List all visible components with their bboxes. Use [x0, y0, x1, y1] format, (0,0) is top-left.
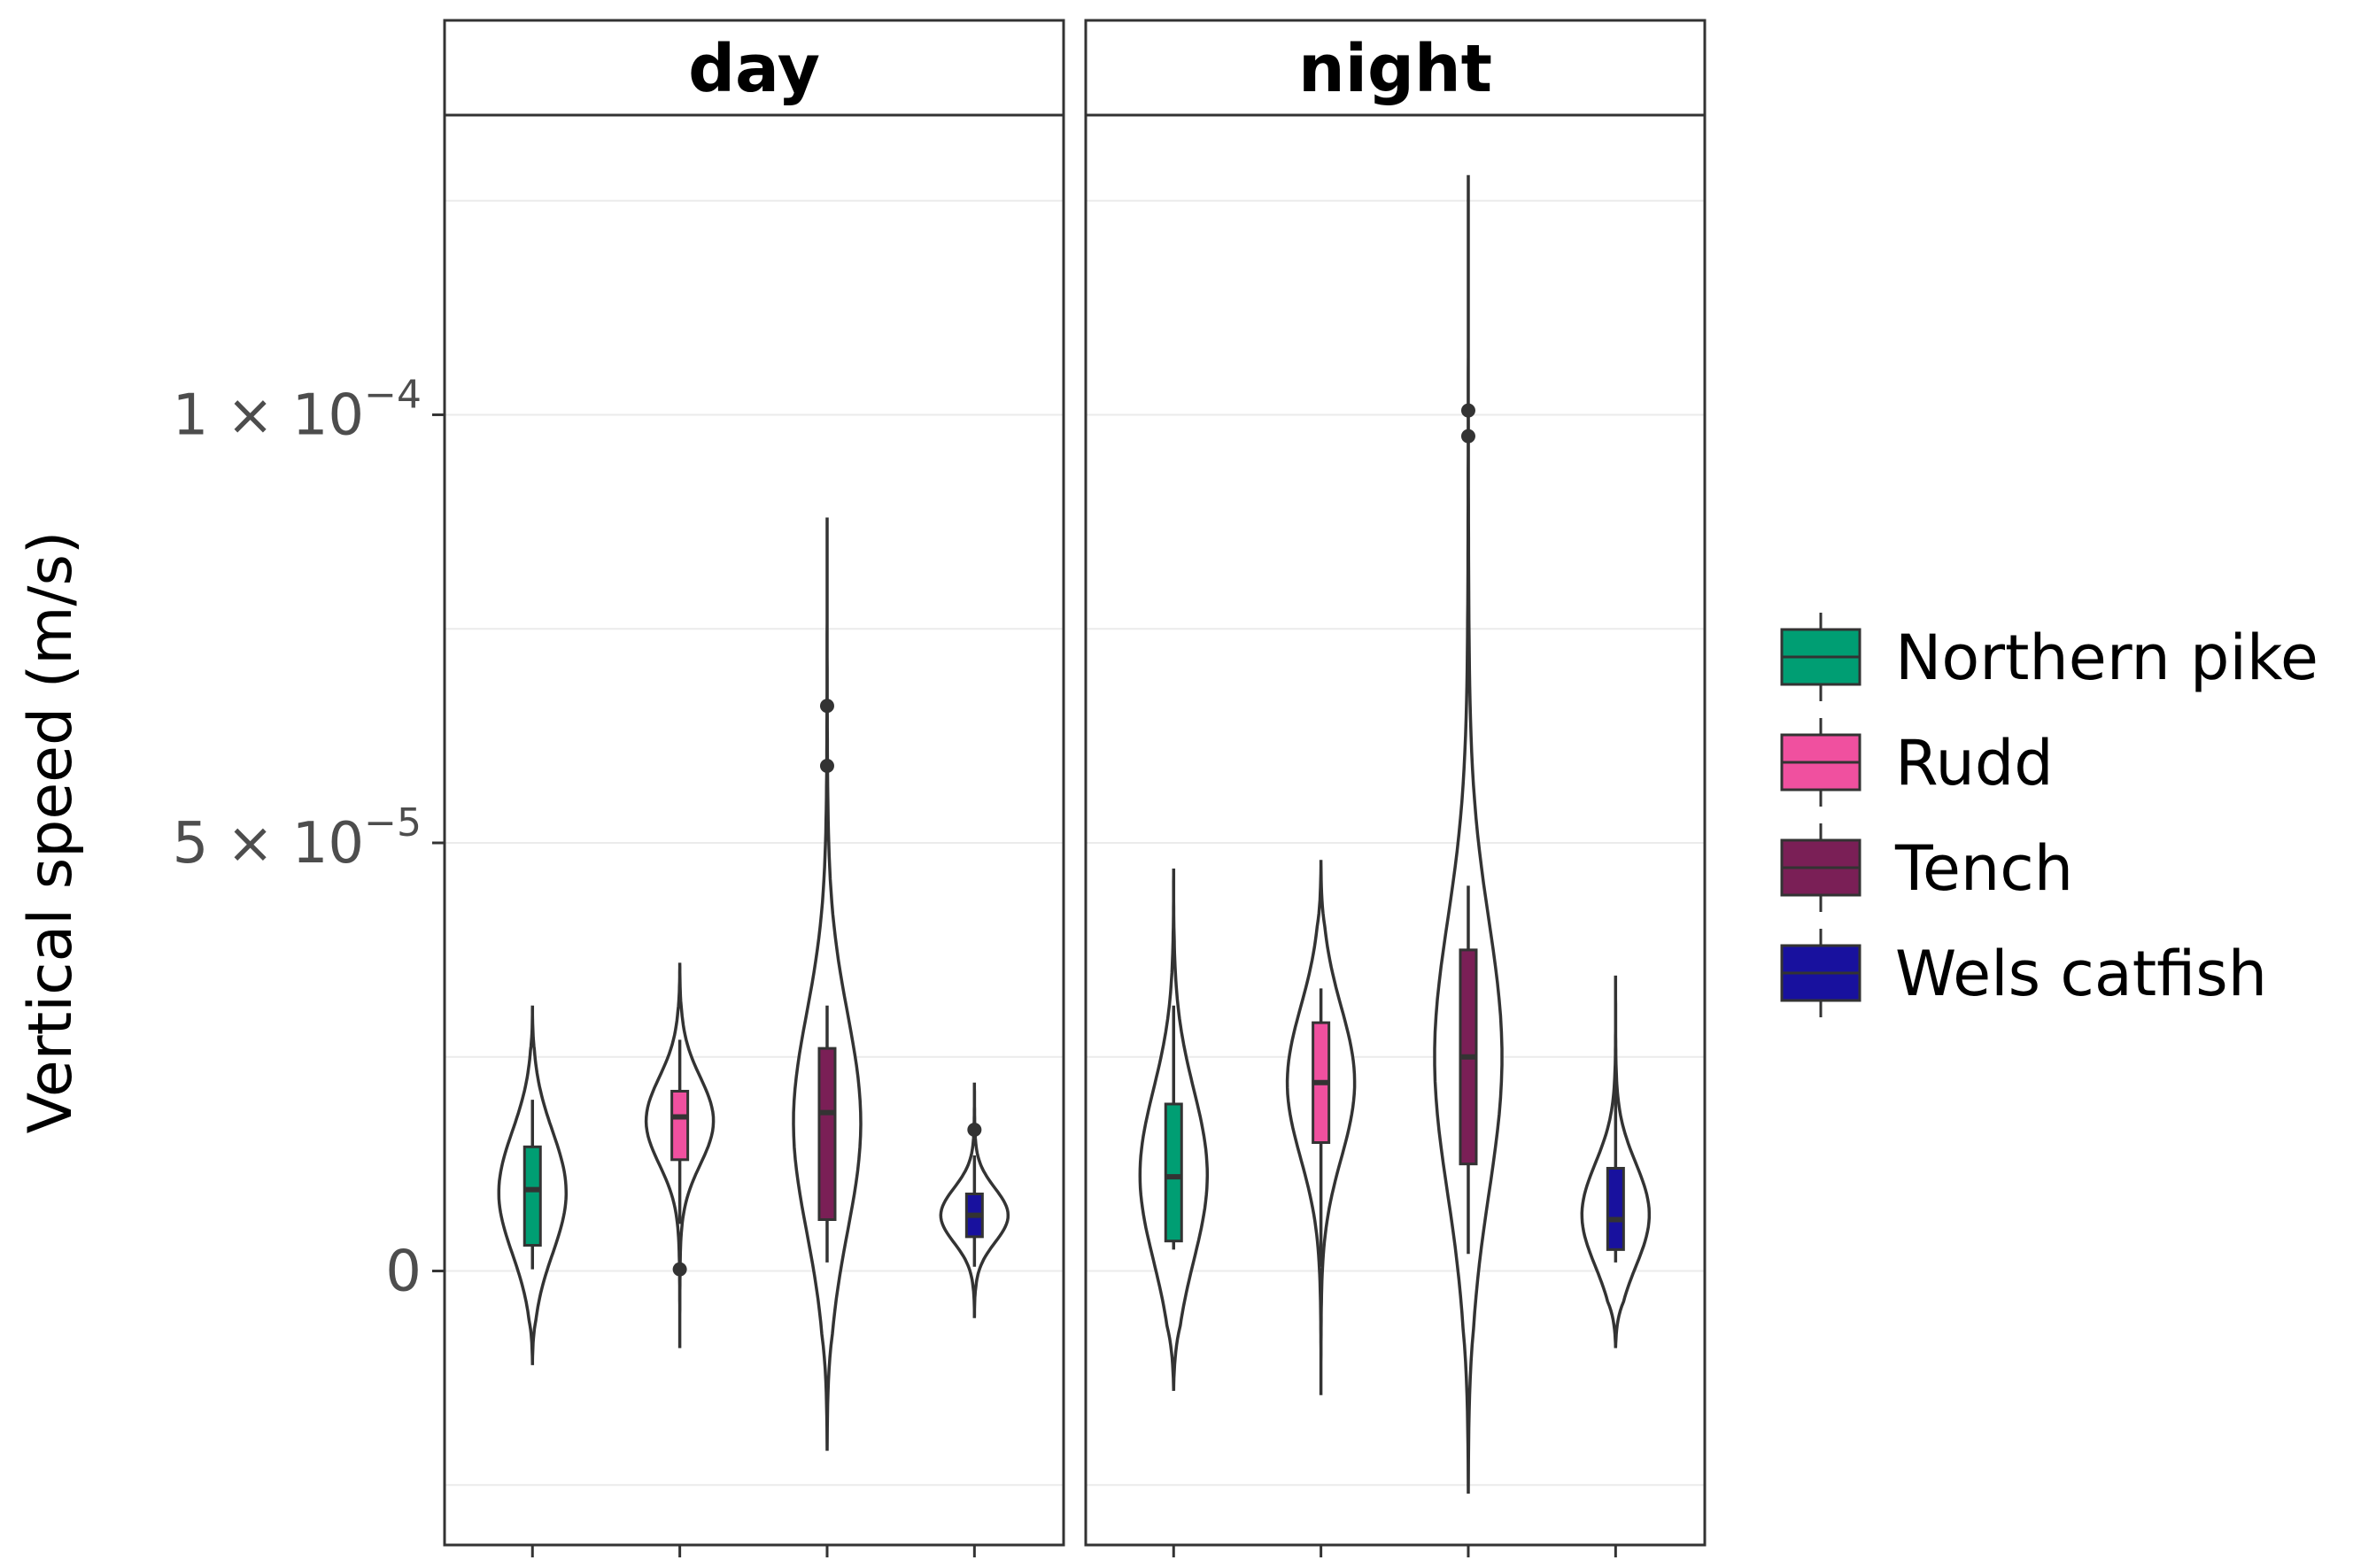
y-tick-label: 1 × 10−4	[173, 372, 422, 448]
outlier-point	[819, 758, 834, 773]
violin-outline	[1433, 174, 1504, 1495]
y-tick-label: 5 × 10−5	[173, 800, 422, 877]
violin-night-tench	[1433, 174, 1504, 1495]
legend-item: Tench	[1780, 823, 2073, 912]
outlier-point	[967, 1122, 982, 1137]
violin-day-tench	[792, 517, 863, 1451]
violin-day-northern-pike	[497, 1005, 569, 1365]
violin-day-rudd	[644, 962, 716, 1348]
panel-background	[1086, 115, 1705, 1545]
outlier-point	[672, 1262, 687, 1277]
facet-strip-label: day	[688, 31, 820, 107]
violin-night-northern-pike	[1138, 869, 1210, 1391]
panel-border	[1084, 113, 1707, 1547]
panel-border	[443, 113, 1065, 1547]
legend-label: Wels catfish	[1895, 938, 2267, 1010]
box-iqr	[1164, 1102, 1183, 1243]
legend-label: Rudd	[1895, 727, 2054, 799]
y-tick-label: 0	[385, 1240, 422, 1305]
outlier-point	[819, 699, 834, 714]
facet-strip	[443, 19, 1065, 117]
violin-day-wels-catfish	[939, 1082, 1010, 1318]
legend-label: Tench	[1894, 832, 2073, 905]
violin-outline	[792, 517, 863, 1451]
outlier-point	[1460, 403, 1475, 418]
outlier-point	[1460, 429, 1475, 444]
panel-background	[445, 115, 1064, 1545]
violin-night-wels-catfish	[1580, 975, 1652, 1348]
box-iqr	[817, 1047, 837, 1222]
legend-item: Rudd	[1780, 718, 2054, 807]
legend-label: Northern pike	[1895, 622, 2318, 694]
facet-panel-day: day	[443, 19, 1065, 1557]
legend: Northern pike Rudd Tench Wels catfish	[1780, 613, 2318, 1017]
box-iqr	[522, 1145, 542, 1247]
legend-item: Wels catfish	[1780, 929, 2267, 1017]
y-axis-title: Vertical speed (m/s)	[16, 531, 86, 1134]
facet-panel-night: night	[1084, 19, 1707, 1557]
violin-night-rudd	[1285, 860, 1357, 1395]
legend-item: Northern pike	[1780, 613, 2318, 701]
facet-strip-label: night	[1298, 31, 1492, 107]
box-iqr	[670, 1089, 690, 1162]
facet-strip	[1084, 19, 1707, 117]
box-iqr	[1606, 1166, 1625, 1251]
